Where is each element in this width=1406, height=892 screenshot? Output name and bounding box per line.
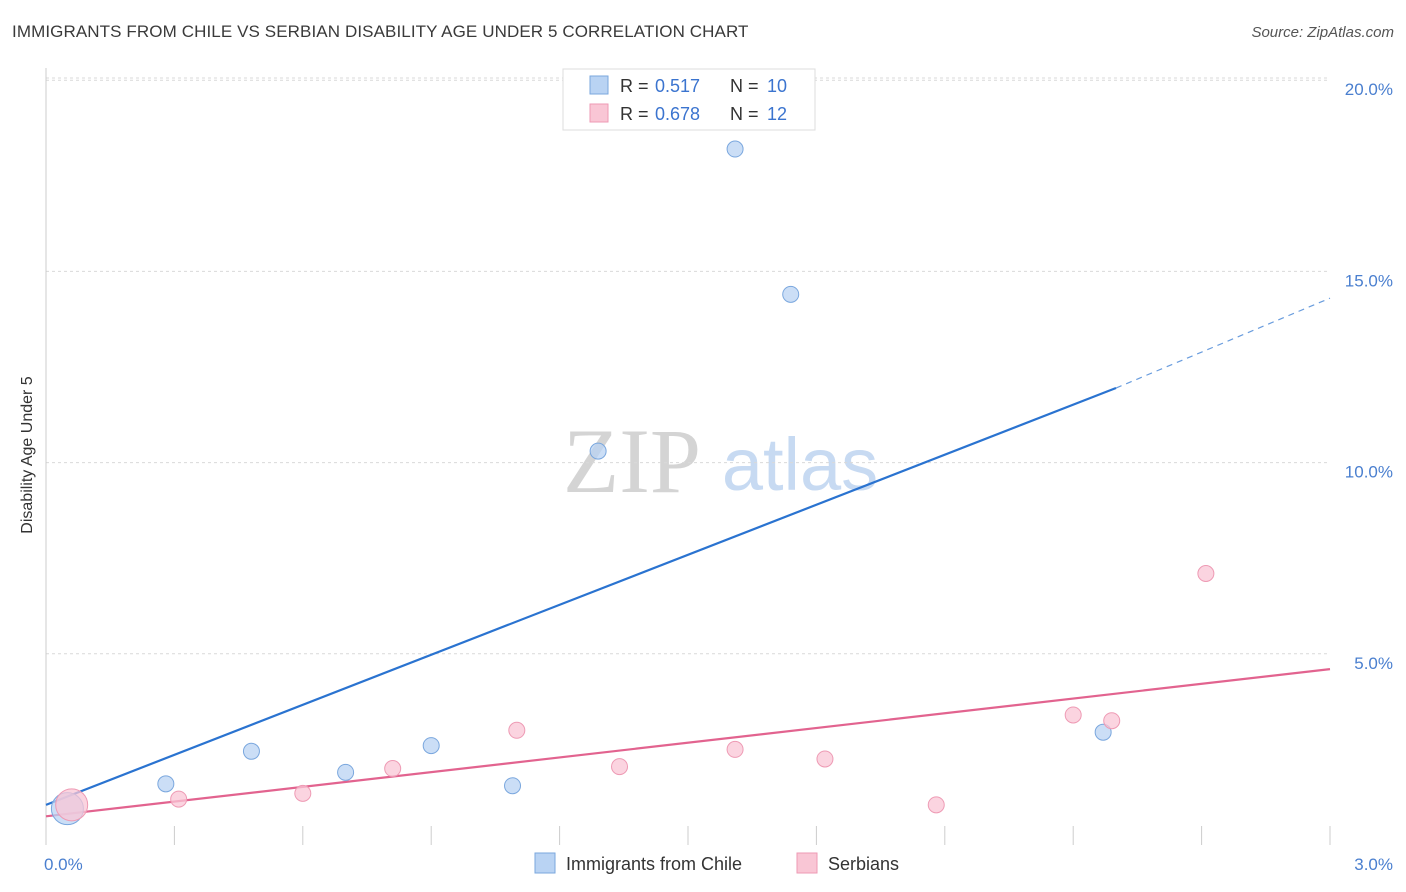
point-serbians <box>726 740 744 758</box>
source-label: Source: ZipAtlas.com <box>1251 24 1394 41</box>
legend-n-value-2: 12 <box>767 104 787 124</box>
point-chile <box>157 775 175 793</box>
legend-r-label-2: R = <box>620 104 649 124</box>
chart-title: IMMIGRANTS FROM CHILE VS SERBIAN DISABIL… <box>12 22 749 41</box>
bottom-legend-label-pink: Serbians <box>828 854 899 874</box>
point-serbians <box>294 784 312 802</box>
legend-swatch-pink <box>589 103 609 123</box>
point-serbians <box>816 750 834 768</box>
legend-n-label-1: N = <box>730 76 759 96</box>
bottom-legend-swatch-pink <box>796 852 818 874</box>
legend-r-value-1: 0.517 <box>655 76 700 96</box>
y-tick-label: 15.0% <box>1345 271 1393 290</box>
point-serbians <box>1197 564 1215 582</box>
label-layer: 5.0% 10.0% 15.0% 20.0% 0.0% 3.0% <box>44 80 1393 874</box>
point-chile <box>422 737 440 755</box>
point-chile <box>782 285 800 303</box>
point-chile <box>504 777 522 795</box>
point-serbians <box>55 788 89 822</box>
watermark-zip: ZIP <box>563 410 701 512</box>
y-tick-label: 20.0% <box>1345 80 1393 99</box>
point-serbians <box>508 721 526 739</box>
point-chile <box>589 442 607 460</box>
axis-layer <box>45 68 1331 845</box>
x-tick-label: 3.0% <box>1354 855 1393 874</box>
legend-r-value-2: 0.678 <box>655 104 700 124</box>
y-tick-label: 10.0% <box>1345 463 1393 482</box>
point-serbians <box>927 796 945 814</box>
x-tick-label: 0.0% <box>44 855 83 874</box>
point-serbians <box>170 790 188 808</box>
trend-line-chile-extension <box>1115 297 1331 389</box>
watermark-atlas: atlas <box>722 423 878 506</box>
trend-layer <box>45 297 1331 818</box>
point-serbians <box>384 760 402 778</box>
trend-line-chile <box>45 387 1117 806</box>
bottom-legend: Immigrants from Chile Serbians <box>534 852 899 874</box>
point-chile <box>337 763 355 781</box>
bottom-legend-label-blue: Immigrants from Chile <box>566 854 742 874</box>
point-layer <box>50 140 1215 826</box>
bottom-legend-swatch-blue <box>534 852 556 874</box>
legend-n-value-1: 10 <box>767 76 787 96</box>
y-tick-label: 5.0% <box>1354 654 1393 673</box>
grid-layer <box>46 77 1330 655</box>
point-chile <box>1094 723 1112 741</box>
trend-line-serbians <box>45 668 1331 818</box>
legend-swatch-blue <box>589 75 609 95</box>
point-serbians <box>1103 712 1121 730</box>
point-serbians <box>611 758 629 776</box>
point-serbians <box>1064 706 1082 724</box>
point-chile <box>242 742 260 760</box>
top-legend: R = 0.517 N = 10 R = 0.678 N = 12 <box>562 68 816 131</box>
legend-n-label-2: N = <box>730 104 759 124</box>
legend-r-label-1: R = <box>620 76 649 96</box>
point-chile <box>726 140 744 158</box>
